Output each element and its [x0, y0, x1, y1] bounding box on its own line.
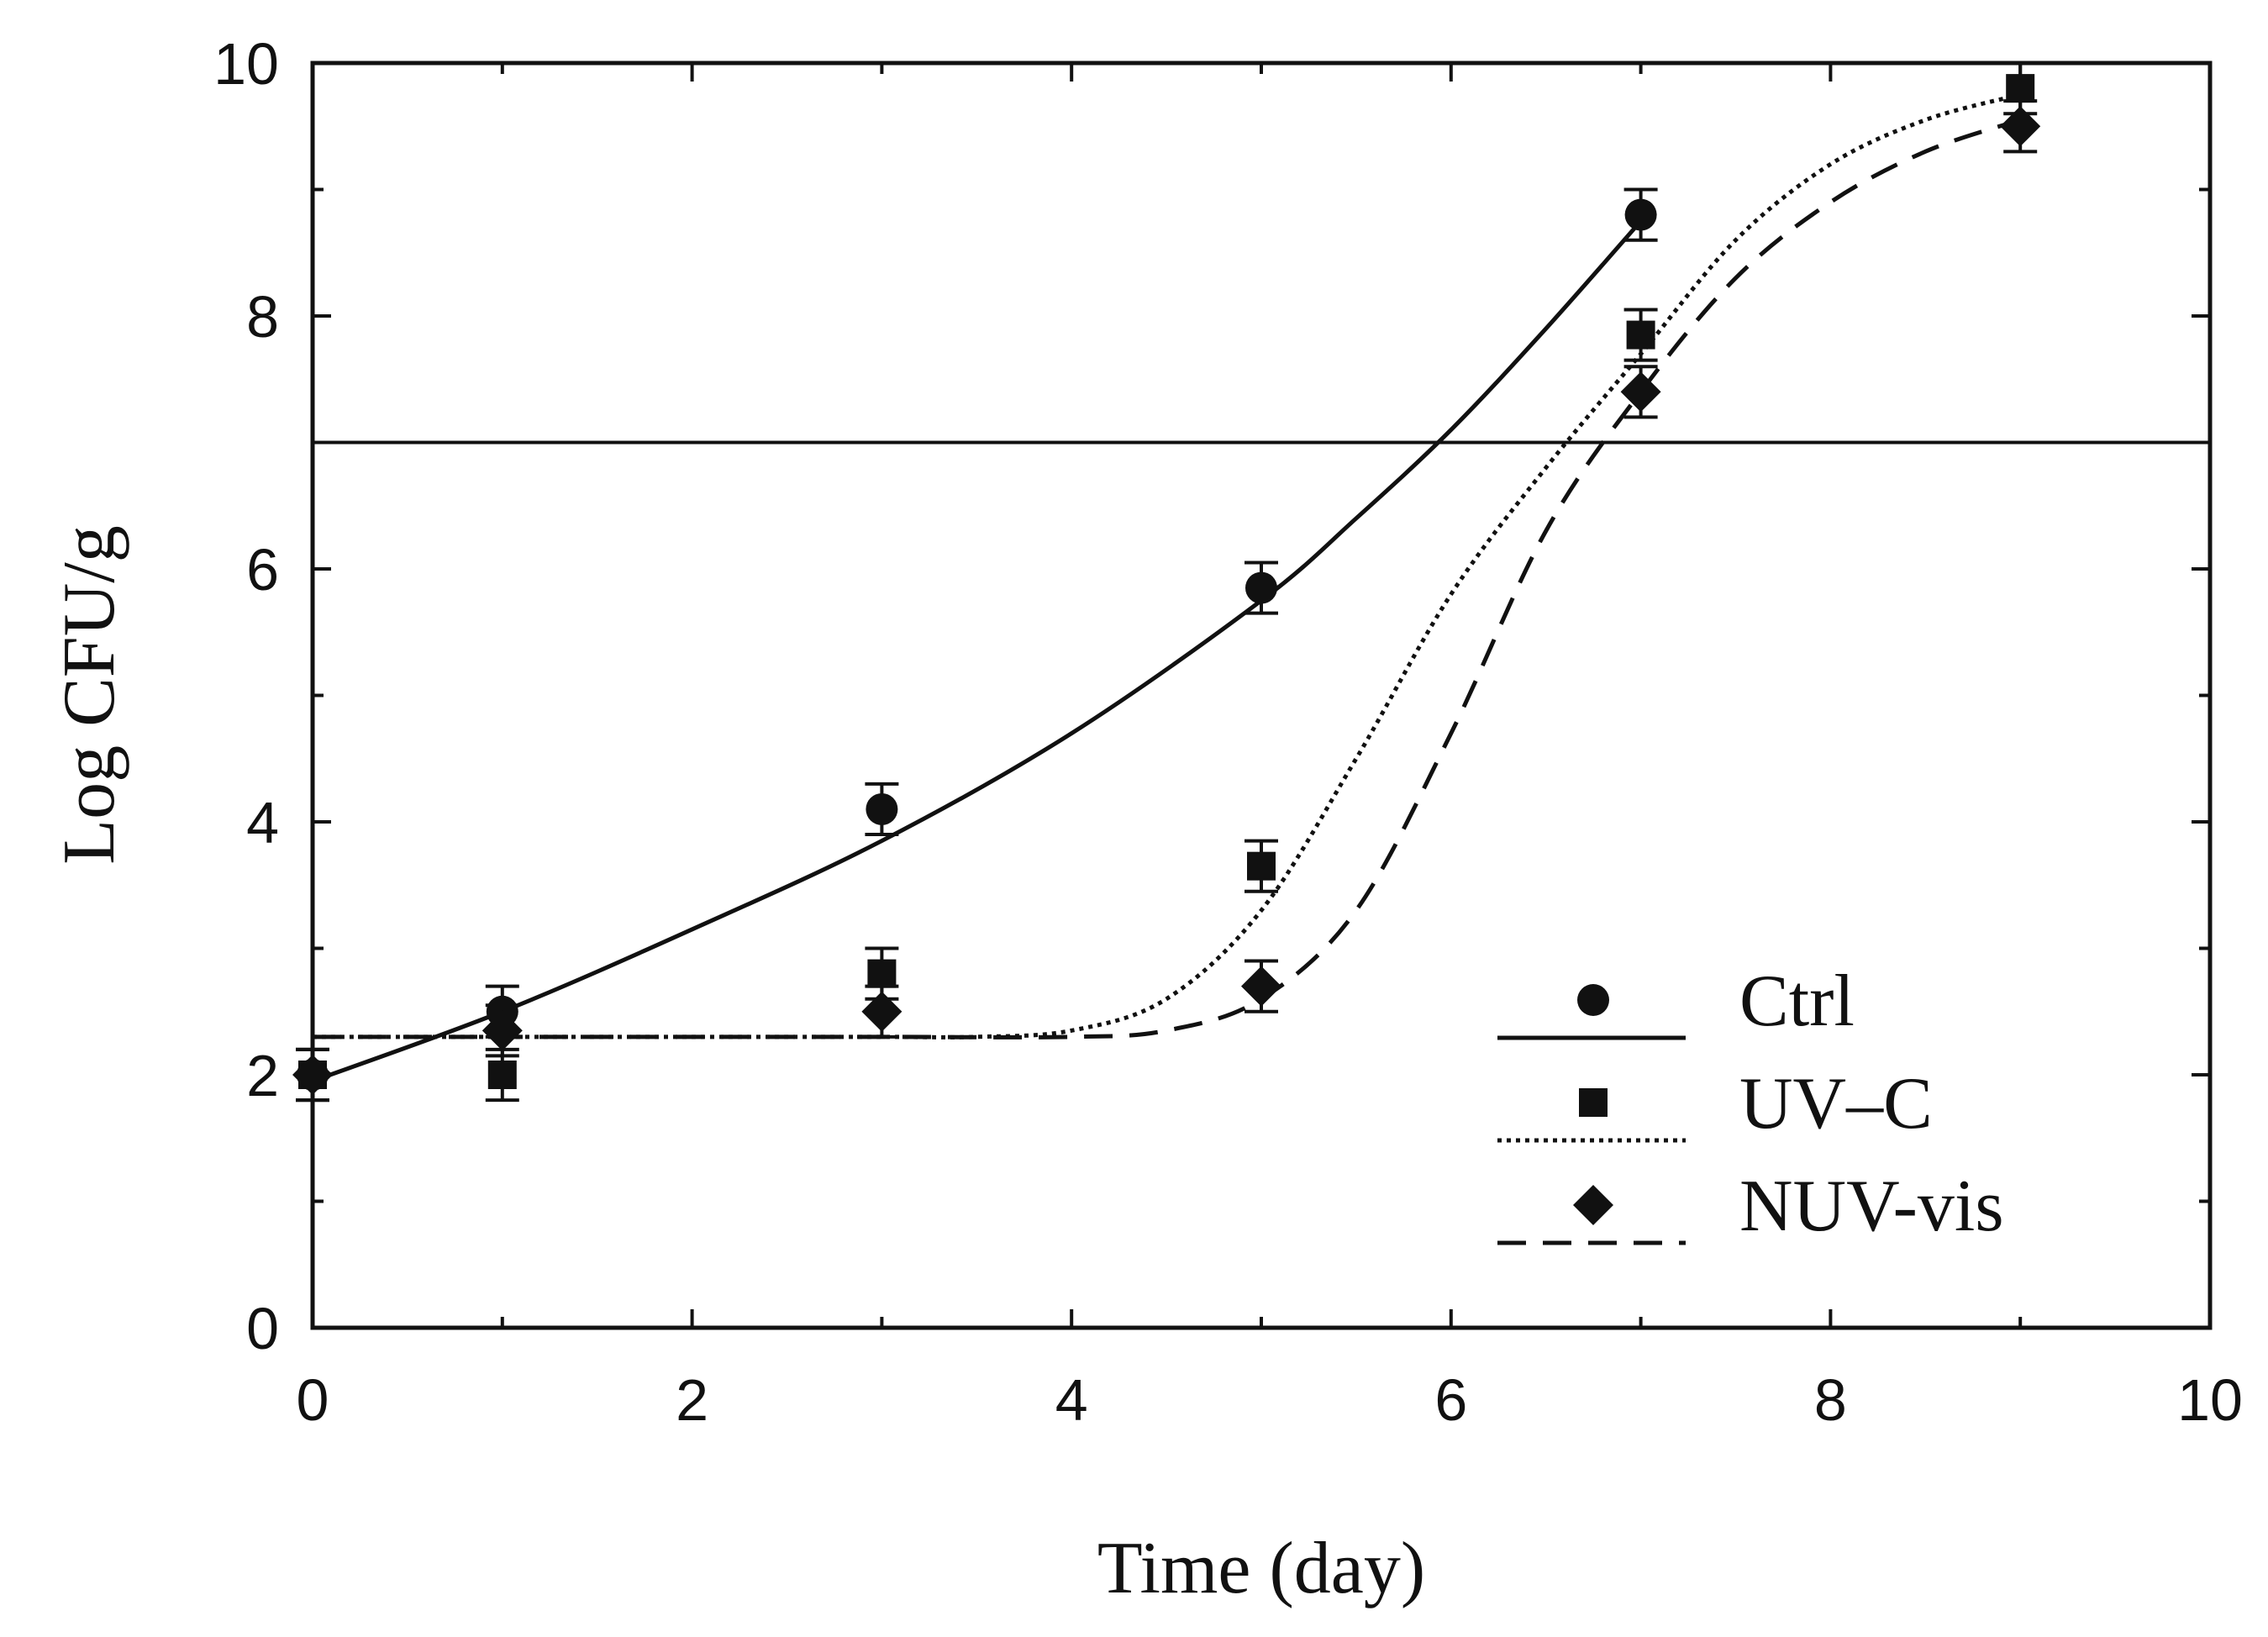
x-tick-label: 2 [676, 1367, 708, 1433]
data-point-nuv-vis [861, 991, 902, 1032]
fit-curve-ctrl [312, 219, 1643, 1083]
fit-curves-layer [312, 92, 2021, 1083]
legend-item-uv-c: UV–C [1497, 1063, 1933, 1145]
y-axis-title: Log CFU/g [49, 525, 130, 864]
legend-label-uv-c: UV–C [1739, 1063, 1933, 1145]
legend-marker-nuv-vis [1573, 1185, 1613, 1225]
legend-label-ctrl: Ctrl [1739, 961, 1855, 1042]
x-tick-label: 4 [1055, 1367, 1088, 1433]
data-point-uv-c [2006, 74, 2035, 103]
legend-marker-uv-c [1579, 1088, 1608, 1117]
y-tick-label: 0 [246, 1296, 279, 1361]
fit-curve-uv-c [313, 92, 2021, 1040]
error-bars-layer [296, 61, 2038, 1103]
legend-marker-ctrl [1577, 984, 1609, 1016]
x-tick-label: 8 [1814, 1367, 1847, 1433]
x-tick-label: 6 [1434, 1367, 1467, 1433]
x-tick-labels: 0 2 4 6 8 10 [297, 1367, 2243, 1433]
data-point-uv-c [1247, 851, 1276, 881]
data-point-nuv-vis [1241, 966, 1281, 1007]
legend-item-ctrl: Ctrl [1497, 961, 1855, 1042]
data-point-nuv-vis [2000, 106, 2041, 147]
y-tick-label: 10 [213, 31, 279, 97]
x-tick-label: 10 [2177, 1367, 2243, 1433]
data-point-nuv-vis [1620, 371, 1661, 413]
y-tick-label: 2 [246, 1043, 279, 1108]
y-tick-label: 8 [246, 284, 279, 350]
x-tick-label: 0 [297, 1367, 329, 1433]
data-point-ctrl [1624, 198, 1657, 231]
legend-item-nuv-vis: NUV-vis [1497, 1166, 2004, 1247]
y-tick-labels: 0 2 4 6 8 10 [213, 31, 279, 1361]
data-point-ctrl [866, 792, 898, 825]
y-tick-label: 4 [246, 790, 279, 855]
axis-ticks-layer [311, 61, 2212, 1329]
data-point-nuv-vis [481, 1010, 523, 1051]
data-points-layer [292, 74, 2041, 1095]
fit-curve-nuv-vis [313, 118, 2021, 1040]
legend-label-nuv-vis: NUV-vis [1739, 1166, 2004, 1247]
legend: Ctrl UV–C NUV-vis [1497, 961, 2004, 1247]
data-point-uv-c [1626, 320, 1655, 350]
data-point-ctrl [1245, 571, 1277, 604]
y-tick-label: 6 [246, 537, 279, 603]
data-point-uv-c [867, 959, 897, 988]
x-axis-title: Time (day) [1097, 1528, 1425, 1609]
data-point-uv-c [487, 1061, 517, 1089]
